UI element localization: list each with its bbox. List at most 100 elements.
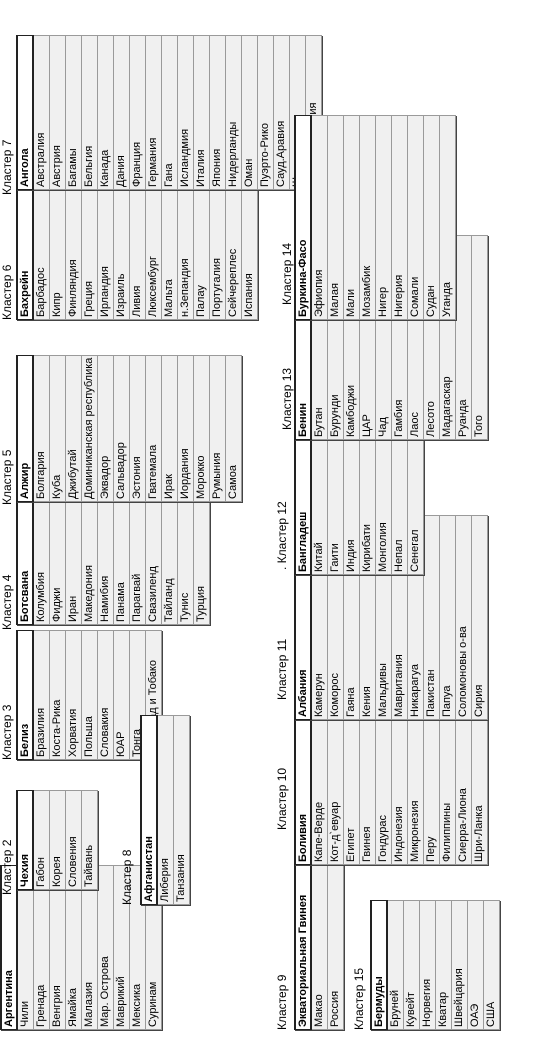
table-row: Бразилия bbox=[33, 630, 49, 760]
country-cell: Парагвай bbox=[129, 500, 145, 625]
country-cell: Иордания bbox=[177, 355, 193, 502]
table-row: Канада bbox=[97, 35, 113, 190]
country-cell: Гана bbox=[161, 35, 177, 190]
country-cell: ЮАР bbox=[113, 630, 129, 760]
country-cell: Корея bbox=[49, 790, 65, 890]
cluster-title-c15: Кластер 15 bbox=[352, 967, 366, 1030]
table-row: Кувейт bbox=[403, 900, 419, 1030]
cluster-title-c2: Кластер 2 bbox=[0, 839, 14, 895]
country-cell: Иран bbox=[65, 500, 81, 625]
table-row: Россия bbox=[327, 845, 343, 1030]
table-row: Дания bbox=[113, 35, 129, 190]
table-row: Бруней bbox=[387, 900, 403, 1030]
country-cell: Джибутай bbox=[65, 355, 81, 502]
table-row: Мозамбик bbox=[359, 115, 375, 320]
table-row: Тунис bbox=[177, 500, 193, 625]
country-cell: Норвегия bbox=[419, 900, 435, 1030]
cluster-head-cell: Афганистан bbox=[141, 715, 157, 905]
cluster-table-c4: Ботсвана Колумбия Фиджи Иран Македония Намиби… bbox=[16, 500, 210, 625]
country-cell: Доминиканская республика bbox=[81, 355, 97, 502]
country-cell: Италия bbox=[193, 35, 209, 190]
table-row: Австрия bbox=[49, 35, 65, 190]
country-cell: Малая bbox=[327, 115, 343, 320]
country-cell: Танзания bbox=[173, 715, 189, 905]
country-cell: Кватар bbox=[435, 900, 451, 1030]
table-row: ЮАР bbox=[113, 630, 129, 760]
table-row: Фиджи bbox=[49, 500, 65, 625]
cluster-title-c13: Кластер 13 bbox=[280, 367, 294, 430]
table-row: Мали bbox=[343, 115, 359, 320]
table-row: Франция bbox=[129, 35, 145, 190]
cluster-head-cell: Белиз bbox=[17, 630, 33, 760]
cluster-head-cell: Ангола bbox=[17, 35, 33, 190]
table-row: Малазия bbox=[81, 865, 97, 1030]
country-cell: Ирак bbox=[161, 355, 177, 502]
country-cell: Пуэрто-Рико bbox=[257, 35, 273, 190]
table-row: Макао bbox=[311, 845, 327, 1030]
table-row: Германия bbox=[145, 35, 161, 190]
country-cell: Сауд.Аравия bbox=[273, 35, 289, 190]
table-row: Нигер bbox=[375, 115, 391, 320]
country-cell: Мозамбик bbox=[359, 115, 375, 320]
country-cell: Германия bbox=[145, 35, 161, 190]
table-row: Эстония bbox=[129, 355, 145, 502]
table-row: Италия bbox=[193, 35, 209, 190]
country-cell: Словакия bbox=[97, 630, 113, 760]
country-cell: Турция bbox=[193, 500, 209, 625]
table-row: США bbox=[483, 900, 499, 1030]
table-row: Эфиопия bbox=[311, 115, 327, 320]
cluster-table-c8: Афганистан Либерия Танзания bbox=[140, 715, 190, 905]
table-row: Хорватия bbox=[65, 630, 81, 760]
table-row: Того bbox=[471, 235, 487, 440]
table-row: Корея bbox=[49, 790, 65, 890]
table-row: Судан bbox=[423, 115, 439, 320]
country-cell: Австралия bbox=[33, 35, 49, 190]
table-row: Словакия bbox=[97, 630, 113, 760]
table-row: Австралия bbox=[33, 35, 49, 190]
table-row: Либерия bbox=[157, 715, 173, 905]
cluster-title-c10: Кластер 10 bbox=[275, 767, 289, 830]
table-row: Иордания bbox=[177, 355, 193, 502]
country-cell: Гватемала bbox=[145, 355, 161, 502]
table-row: Япония bbox=[209, 35, 225, 190]
cluster-title-c7: Кластер 7 bbox=[0, 139, 14, 195]
table-row: Ирак bbox=[161, 355, 177, 502]
table-row: Болгария bbox=[33, 355, 49, 502]
cluster-table-c2: Чехия Габон Корея Словения Тайвань bbox=[16, 790, 98, 890]
country-cell: Словения bbox=[65, 790, 81, 890]
country-cell: Тунис bbox=[177, 500, 193, 625]
table-row: Руанда bbox=[455, 235, 471, 440]
table-row: Доминиканская республика bbox=[81, 355, 97, 502]
cluster-title-c4: Кластер 4 bbox=[0, 574, 14, 630]
table-row: Папуа bbox=[439, 515, 455, 720]
country-cell: Габон bbox=[33, 790, 49, 890]
country-cell: Намибия bbox=[97, 500, 113, 625]
table-row: Сауд.Аравия bbox=[273, 35, 289, 190]
country-cell: Франция bbox=[129, 35, 145, 190]
country-cell: Россия bbox=[327, 845, 343, 1030]
table-row: Джибутай bbox=[65, 355, 81, 502]
country-cell: Ямайка bbox=[65, 865, 81, 1030]
country-cell: Нигерия bbox=[391, 115, 407, 320]
table-row: Мар. Острова bbox=[97, 865, 113, 1030]
country-cell: США bbox=[483, 900, 499, 1030]
table-row: Самоа bbox=[225, 355, 241, 502]
table-row: Сирия bbox=[471, 515, 487, 720]
table-row: Оман bbox=[241, 35, 257, 190]
table-row: Куба bbox=[49, 355, 65, 502]
cluster-title-c12: . Кластер 12 bbox=[275, 501, 289, 570]
cluster-head-cell: Буркина-Фасо bbox=[295, 115, 311, 320]
table-row: Швейцария bbox=[451, 900, 467, 1030]
table-row: Соломоновы о-ва bbox=[455, 515, 471, 720]
table-row: ОАЭ bbox=[467, 900, 483, 1030]
country-cell: Польша bbox=[81, 630, 97, 760]
country-cell: Мар. Острова bbox=[97, 865, 113, 1030]
country-cell: Хорватия bbox=[65, 630, 81, 760]
country-cell: Мали bbox=[343, 115, 359, 320]
cluster-head-cell: Ботсвана bbox=[17, 500, 33, 625]
cluster-title-c5: Кластер 5 bbox=[0, 449, 14, 505]
cluster-title-c11: Кластер 11 bbox=[275, 638, 289, 700]
country-cell: Фиджи bbox=[49, 500, 65, 625]
country-cell: Бруней bbox=[387, 900, 403, 1030]
cluster-table-c5: Алжир Болгария Куба Джибутай Доминиканская р… bbox=[16, 354, 242, 502]
